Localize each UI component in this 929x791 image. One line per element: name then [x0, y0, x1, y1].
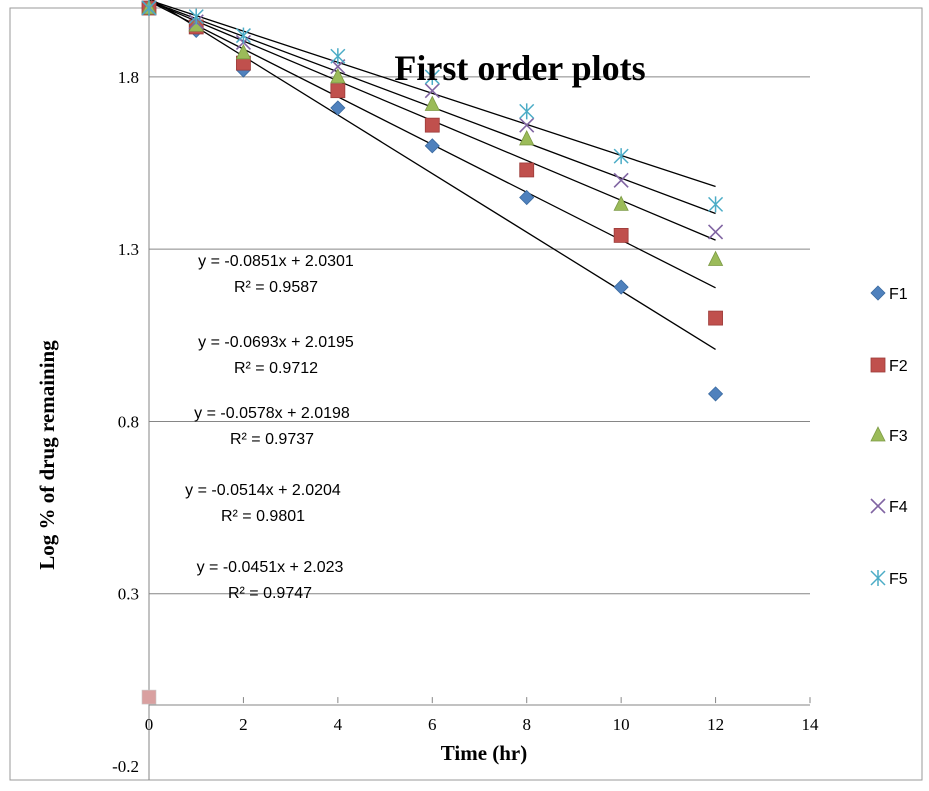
trendline-r-squared: R² = 0.9801: [221, 508, 305, 525]
data-point-f2: [424, 117, 440, 133]
data-point-f5: [613, 148, 629, 165]
legend-marker-f1: [870, 285, 886, 301]
axes: [148, 8, 810, 780]
trendline-r-squared: R² = 0.9587: [234, 279, 318, 296]
data-markers: [141, 0, 724, 705]
legend-label-f3: F3: [889, 428, 908, 445]
data-point-f1: [519, 189, 535, 206]
data-point-f2: [708, 310, 723, 326]
data-point-f3: [613, 195, 629, 211]
y-tick-label: 1.3: [118, 240, 139, 259]
y-tick-label: 1.8: [118, 68, 139, 87]
chart-border: [9, 7, 923, 781]
legend-marker-f5: [870, 570, 886, 586]
data-point-f5: [708, 196, 724, 213]
x-tick-label: 10: [613, 715, 630, 734]
y-tick-label: 0.3: [118, 585, 139, 604]
data-point-f1: [330, 100, 346, 116]
trendline-r-squared: R² = 0.9737: [230, 431, 314, 448]
legend: F1 F2 F3 F4 F5: [870, 285, 908, 588]
legend-marker-f3: [870, 426, 886, 442]
data-point-f5: [235, 27, 251, 44]
x-axis-title: Time (hr): [441, 741, 528, 765]
data-point-f2: [330, 83, 346, 99]
legend-label-f5: F5: [889, 571, 908, 588]
y-tick-label: 0.8: [118, 412, 139, 431]
y-tick-label: -0.2: [112, 757, 139, 776]
data-point-f5: [519, 103, 535, 120]
data-point-f5: [424, 68, 440, 85]
data-point-f1: [424, 138, 440, 154]
data-point-f5: [141, 0, 157, 16]
data-point-f4: [424, 83, 440, 99]
data-point-f1: [708, 386, 724, 402]
data-point-f3: [519, 130, 535, 146]
data-point-f3: [330, 68, 346, 84]
legend-label-f1: F1: [889, 286, 908, 303]
trendline-equation: y = -0.0578x + 2.0198: [194, 405, 350, 422]
data-point-f2: [613, 227, 629, 243]
x-tick-label: 6: [428, 715, 437, 734]
trendline-equation: y = -0.0851x + 2.0301: [198, 253, 354, 270]
trendline-r-squared: R² = 0.9747: [228, 585, 312, 602]
data-point-origin: [141, 689, 157, 705]
chart-title: First order plots: [394, 48, 645, 88]
trendline-equation: y = -0.0693x + 2.0195: [198, 334, 354, 351]
data-point-f3: [235, 43, 252, 60]
legend-label-f4: F4: [889, 499, 908, 516]
data-point-f3: [424, 95, 440, 111]
trendline-r-squared: R² = 0.9712: [234, 360, 318, 377]
legend-marker-f2: [870, 357, 886, 373]
y-axis-title: Log % of drug remaining: [35, 340, 59, 570]
x-tick-label: 12: [707, 715, 724, 734]
tick-labels: -0.2 0.3 0.8 1.3 1.8 0 2 4 6 8 10 12 14: [112, 68, 819, 776]
data-point-f5: [330, 48, 346, 65]
data-point-f1: [613, 279, 629, 295]
data-point-f4: [519, 117, 535, 133]
data-point-f3: [707, 250, 724, 266]
trendline-equation: y = -0.0451x + 2.023: [197, 559, 344, 576]
x-tick-label: 2: [239, 715, 248, 734]
trendline-equations: y = -0.0851x + 2.0301 R² = 0.9587 y = -0.0…: [185, 253, 354, 602]
trendline-equation: y = -0.0514x + 2.0204: [185, 482, 341, 499]
legend-label-f2: F2: [889, 358, 908, 375]
x-tick-label: 8: [522, 715, 531, 734]
data-point-f4: [613, 172, 629, 188]
data-point-f2: [519, 162, 535, 178]
gridlines: [149, 76, 810, 595]
x-tick-label: 4: [334, 715, 343, 734]
x-tick-label: 0: [145, 715, 154, 734]
data-point-f5: [188, 8, 204, 25]
data-point-f4: [708, 224, 724, 240]
x-tick-label: 14: [802, 715, 820, 734]
legend-marker-f4: [870, 498, 886, 514]
